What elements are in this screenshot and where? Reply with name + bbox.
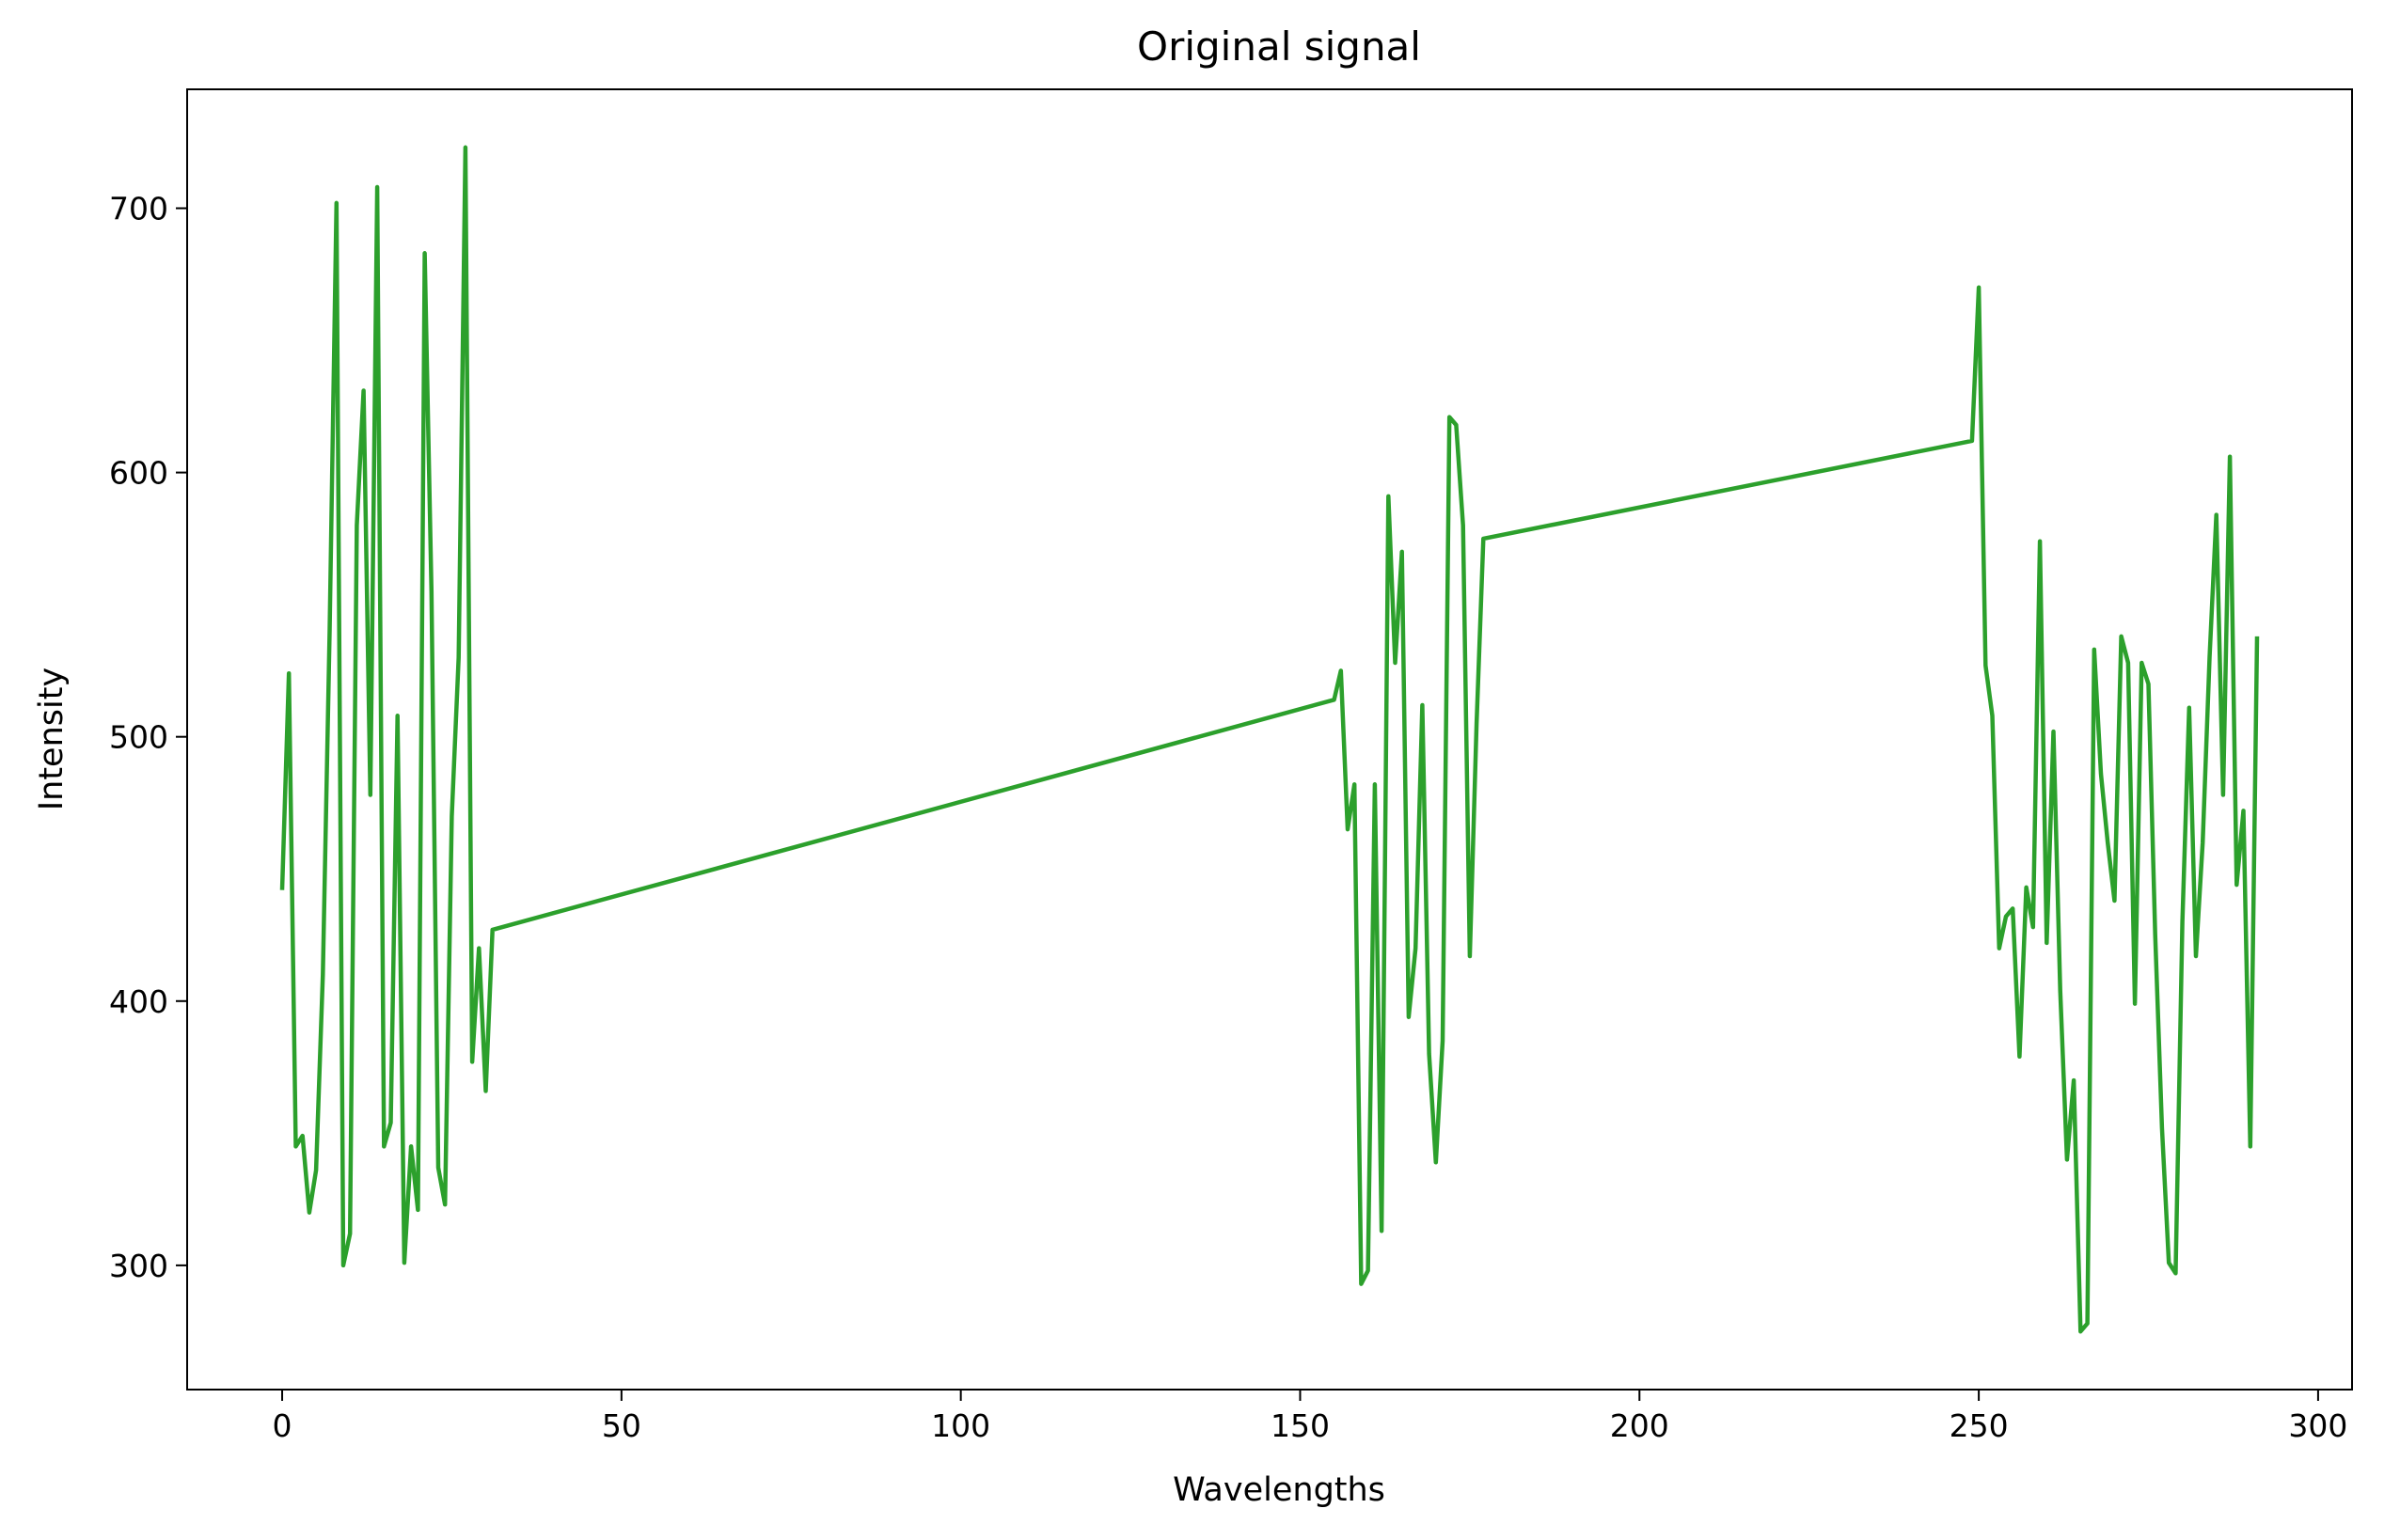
y-axis-ticks: 300 400 500 600 700	[109, 190, 187, 1284]
x-tick-label: 100	[931, 1407, 990, 1444]
series-line-group	[279, 145, 2260, 1334]
y-tick-label: 600	[109, 455, 168, 492]
y-tick-label: 400	[109, 983, 168, 1020]
y-tick-label: 700	[109, 190, 168, 227]
y-tick-label: 300	[109, 1248, 168, 1284]
x-tick-label: 200	[1610, 1407, 1669, 1444]
plot-frame	[186, 88, 2353, 1391]
x-axis-label: Wavelengths	[1173, 1471, 1385, 1509]
x-tick-label: 150	[1271, 1407, 1330, 1444]
x-axis-ticks: 0 50 100 150 200 250 300	[273, 1390, 2347, 1444]
y-tick-label: 500	[109, 719, 168, 756]
x-tick-label: 300	[2288, 1407, 2347, 1444]
x-tick-label: 250	[1950, 1407, 2009, 1444]
chart-title: Original signal	[1137, 24, 1421, 70]
y-axis-label: Intensity	[33, 668, 71, 810]
series-line-0	[279, 145, 2260, 1334]
x-tick-label: 50	[602, 1407, 641, 1444]
x-tick-label: 0	[273, 1407, 292, 1444]
